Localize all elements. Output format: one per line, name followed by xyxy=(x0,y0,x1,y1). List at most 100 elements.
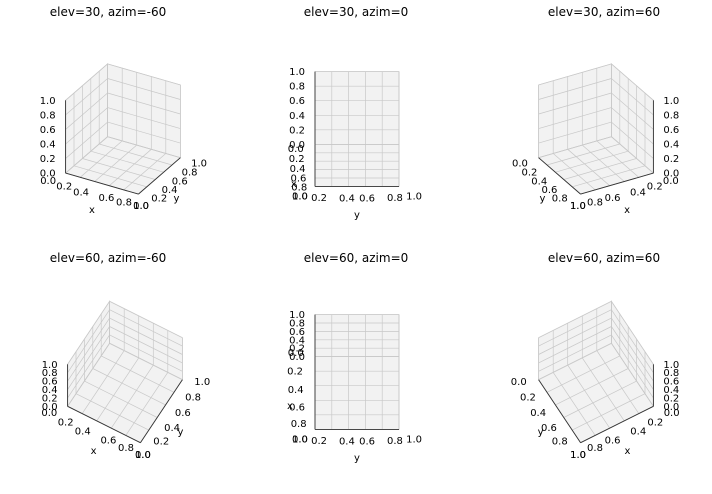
gridline-z-xwall xyxy=(65,107,108,145)
y-tick-label: 0.6 xyxy=(175,408,191,419)
z-tick-label: 0.2 xyxy=(289,344,305,355)
x-axis-label: x xyxy=(291,179,297,190)
gridline-z-ywall xyxy=(538,63,612,86)
gridline-z-ywall xyxy=(109,326,183,364)
gridline-z-xwall xyxy=(611,309,654,373)
y-tick-label: 0.2 xyxy=(521,168,537,179)
x-tick-label: 0.8 xyxy=(118,443,134,454)
x-tick-label: 0.2 xyxy=(56,182,72,193)
gridline-z-xwall xyxy=(67,343,110,407)
y-tick-label: 0.4 xyxy=(162,185,178,196)
x-axis-label: x xyxy=(287,401,293,412)
gridline-z-ywall xyxy=(109,317,183,355)
gridline-x-floor xyxy=(111,364,154,429)
gridline-z-ywall xyxy=(538,78,612,100)
z-tick-label: 0.6 xyxy=(289,327,305,338)
z-tick-label: 0.6 xyxy=(289,96,305,107)
x-tick-label: 1.0 xyxy=(570,450,586,461)
z-tick-label: 0.4 xyxy=(289,111,305,122)
y-tick-label: 0.6 xyxy=(541,185,557,196)
z-tick-label: 1.0 xyxy=(663,360,679,371)
pane-z xyxy=(314,143,400,187)
z-tick-label: 0.8 xyxy=(663,110,679,121)
gridline-z-ywall xyxy=(109,309,183,347)
y-tick-label: 0.6 xyxy=(172,177,188,188)
z-tick-label: 0.2 xyxy=(289,125,305,136)
x-tick-label: 0.2 xyxy=(287,366,303,377)
gridline-y-floor xyxy=(572,393,646,431)
y-axis-label: y xyxy=(354,453,360,464)
x-tick-label: 0.4 xyxy=(630,427,646,438)
gridline-z-xwall xyxy=(67,334,110,399)
y-tick-label: 0.8 xyxy=(552,437,568,448)
gridline-z-ywall xyxy=(538,326,612,364)
gridline-y-floor xyxy=(563,158,637,180)
gridline-x-floor xyxy=(552,153,596,191)
x-tick-label: 1.0 xyxy=(292,192,308,203)
z-tick-label: 0.8 xyxy=(289,319,305,330)
x-tick-label: 0.8 xyxy=(291,183,307,194)
y-axis-line xyxy=(538,157,581,195)
gridline-z-ywall xyxy=(538,92,612,115)
z-tick-label: 0.2 xyxy=(42,393,58,404)
z-tick-label: 1.0 xyxy=(40,96,56,107)
gridline-z-xwall xyxy=(611,78,654,116)
x-tick-label: 0.6 xyxy=(289,403,305,414)
gridline-z-xwall xyxy=(65,136,108,174)
y-axis-label: y xyxy=(538,427,544,438)
gridline-z-xwall xyxy=(611,334,654,399)
y-tick-label: 0.4 xyxy=(339,437,355,448)
x-tick-label: 0.6 xyxy=(100,435,116,446)
z-tick-label: 0.0 xyxy=(289,352,305,363)
gridline-z-xwall xyxy=(65,63,108,101)
gridline-y-floor xyxy=(107,136,181,159)
panel-title: elev=60, azim=0 xyxy=(304,251,409,265)
y-tick-label: 0.0 xyxy=(511,377,527,388)
y-tick-label: 0.0 xyxy=(512,159,528,170)
x-tick-label: 1.0 xyxy=(133,201,149,212)
gridline-x-floor xyxy=(94,144,137,182)
x-tick-label: 0.4 xyxy=(630,188,646,199)
y-axis-line xyxy=(538,379,581,443)
z-tick-label: 0.0 xyxy=(40,169,56,180)
y-tick-label: 0.2 xyxy=(311,436,327,447)
gridline-y-floor xyxy=(555,150,629,173)
x-tick-label: 0.8 xyxy=(587,443,603,454)
pane-x xyxy=(314,71,400,145)
y-tick-label: 0.0 xyxy=(292,435,308,446)
gridline-x-floor xyxy=(567,364,610,429)
panel-title: elev=60, azim=60 xyxy=(548,251,660,265)
gridline-z-xwall xyxy=(611,92,654,130)
gridline-z-ywall xyxy=(538,121,612,144)
y-tick-label: 0.2 xyxy=(153,437,169,448)
y-axis-line xyxy=(140,379,183,443)
gridline-z-ywall xyxy=(538,317,612,355)
z-tick-label: 0.0 xyxy=(289,140,305,151)
gridline-x-floor xyxy=(596,140,640,178)
y-tick-label: 0.2 xyxy=(151,193,167,204)
z-tick-label: 1.0 xyxy=(42,360,58,371)
gridline-y-floor xyxy=(109,342,183,381)
gridline-z-xwall xyxy=(611,326,654,390)
gridline-z-xwall xyxy=(65,92,108,130)
x-tick-label: 0.6 xyxy=(605,435,621,446)
pane-z xyxy=(314,356,400,430)
x-tick-label: 0.4 xyxy=(73,188,89,199)
axes3d-panel-6: elev=60, azim=600.00.00.00.20.2 0.20.40.4… xyxy=(511,251,680,461)
z-tick-label: 0.6 xyxy=(40,125,56,136)
z-tick-label: 0.2 xyxy=(663,393,679,404)
x-axis-label: x xyxy=(624,205,630,216)
gridline-z-ywall xyxy=(538,136,612,159)
gridline-z-ywall xyxy=(109,300,183,339)
gridline-x-floor xyxy=(109,149,152,186)
x-tick-label: 1.0 xyxy=(570,201,586,212)
panel-title: elev=30, azim=-60 xyxy=(50,5,166,19)
gridline-y-floor xyxy=(84,380,158,418)
x-axis-label: x xyxy=(89,205,95,216)
x-axis-line xyxy=(65,172,139,195)
gridline-x-floor xyxy=(582,144,625,182)
x-tick-label: 0.2 xyxy=(647,417,663,428)
y-tick-label: 1.0 xyxy=(570,450,586,461)
x-tick-label: 0.0 xyxy=(288,348,304,359)
y-axis-label: y xyxy=(174,194,180,205)
